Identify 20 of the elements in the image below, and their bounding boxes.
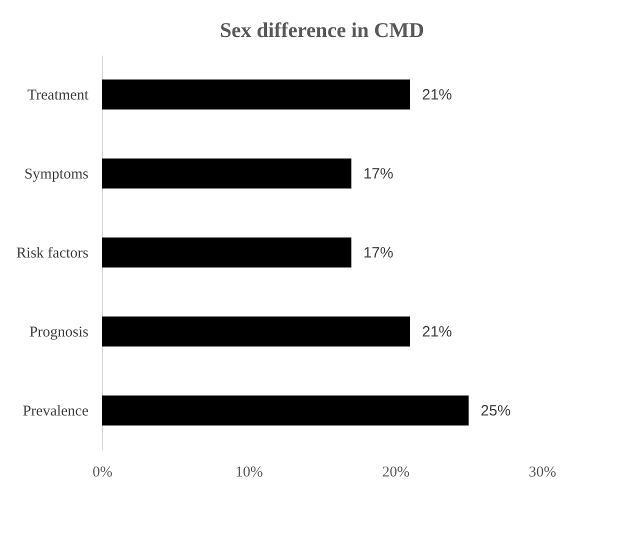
chart-title: Sex difference in CMD [220, 18, 424, 42]
bar [102, 316, 410, 347]
y-tick-label: Treatment [27, 88, 90, 104]
data-label: 25% [480, 402, 511, 420]
y-tick-label: Risk factors [16, 246, 89, 262]
bar [102, 237, 352, 268]
data-label: 17% [363, 166, 394, 182]
bar [102, 158, 352, 189]
x-tick-label: 10% [235, 464, 263, 480]
y-tick-label: Prevalence [22, 404, 89, 420]
x-tick-label: 30% [528, 464, 556, 480]
data-label: 21% [422, 86, 452, 104]
data-label: 21% [422, 324, 452, 340]
bar [102, 395, 469, 426]
y-tick-label: Prognosis [29, 324, 89, 340]
x-tick-label: 20% [382, 464, 410, 480]
y-tick-label: Symptoms [24, 166, 89, 182]
data-label: 17% [363, 244, 394, 262]
bar [102, 79, 410, 110]
x-tick-label: 0% [92, 464, 112, 480]
